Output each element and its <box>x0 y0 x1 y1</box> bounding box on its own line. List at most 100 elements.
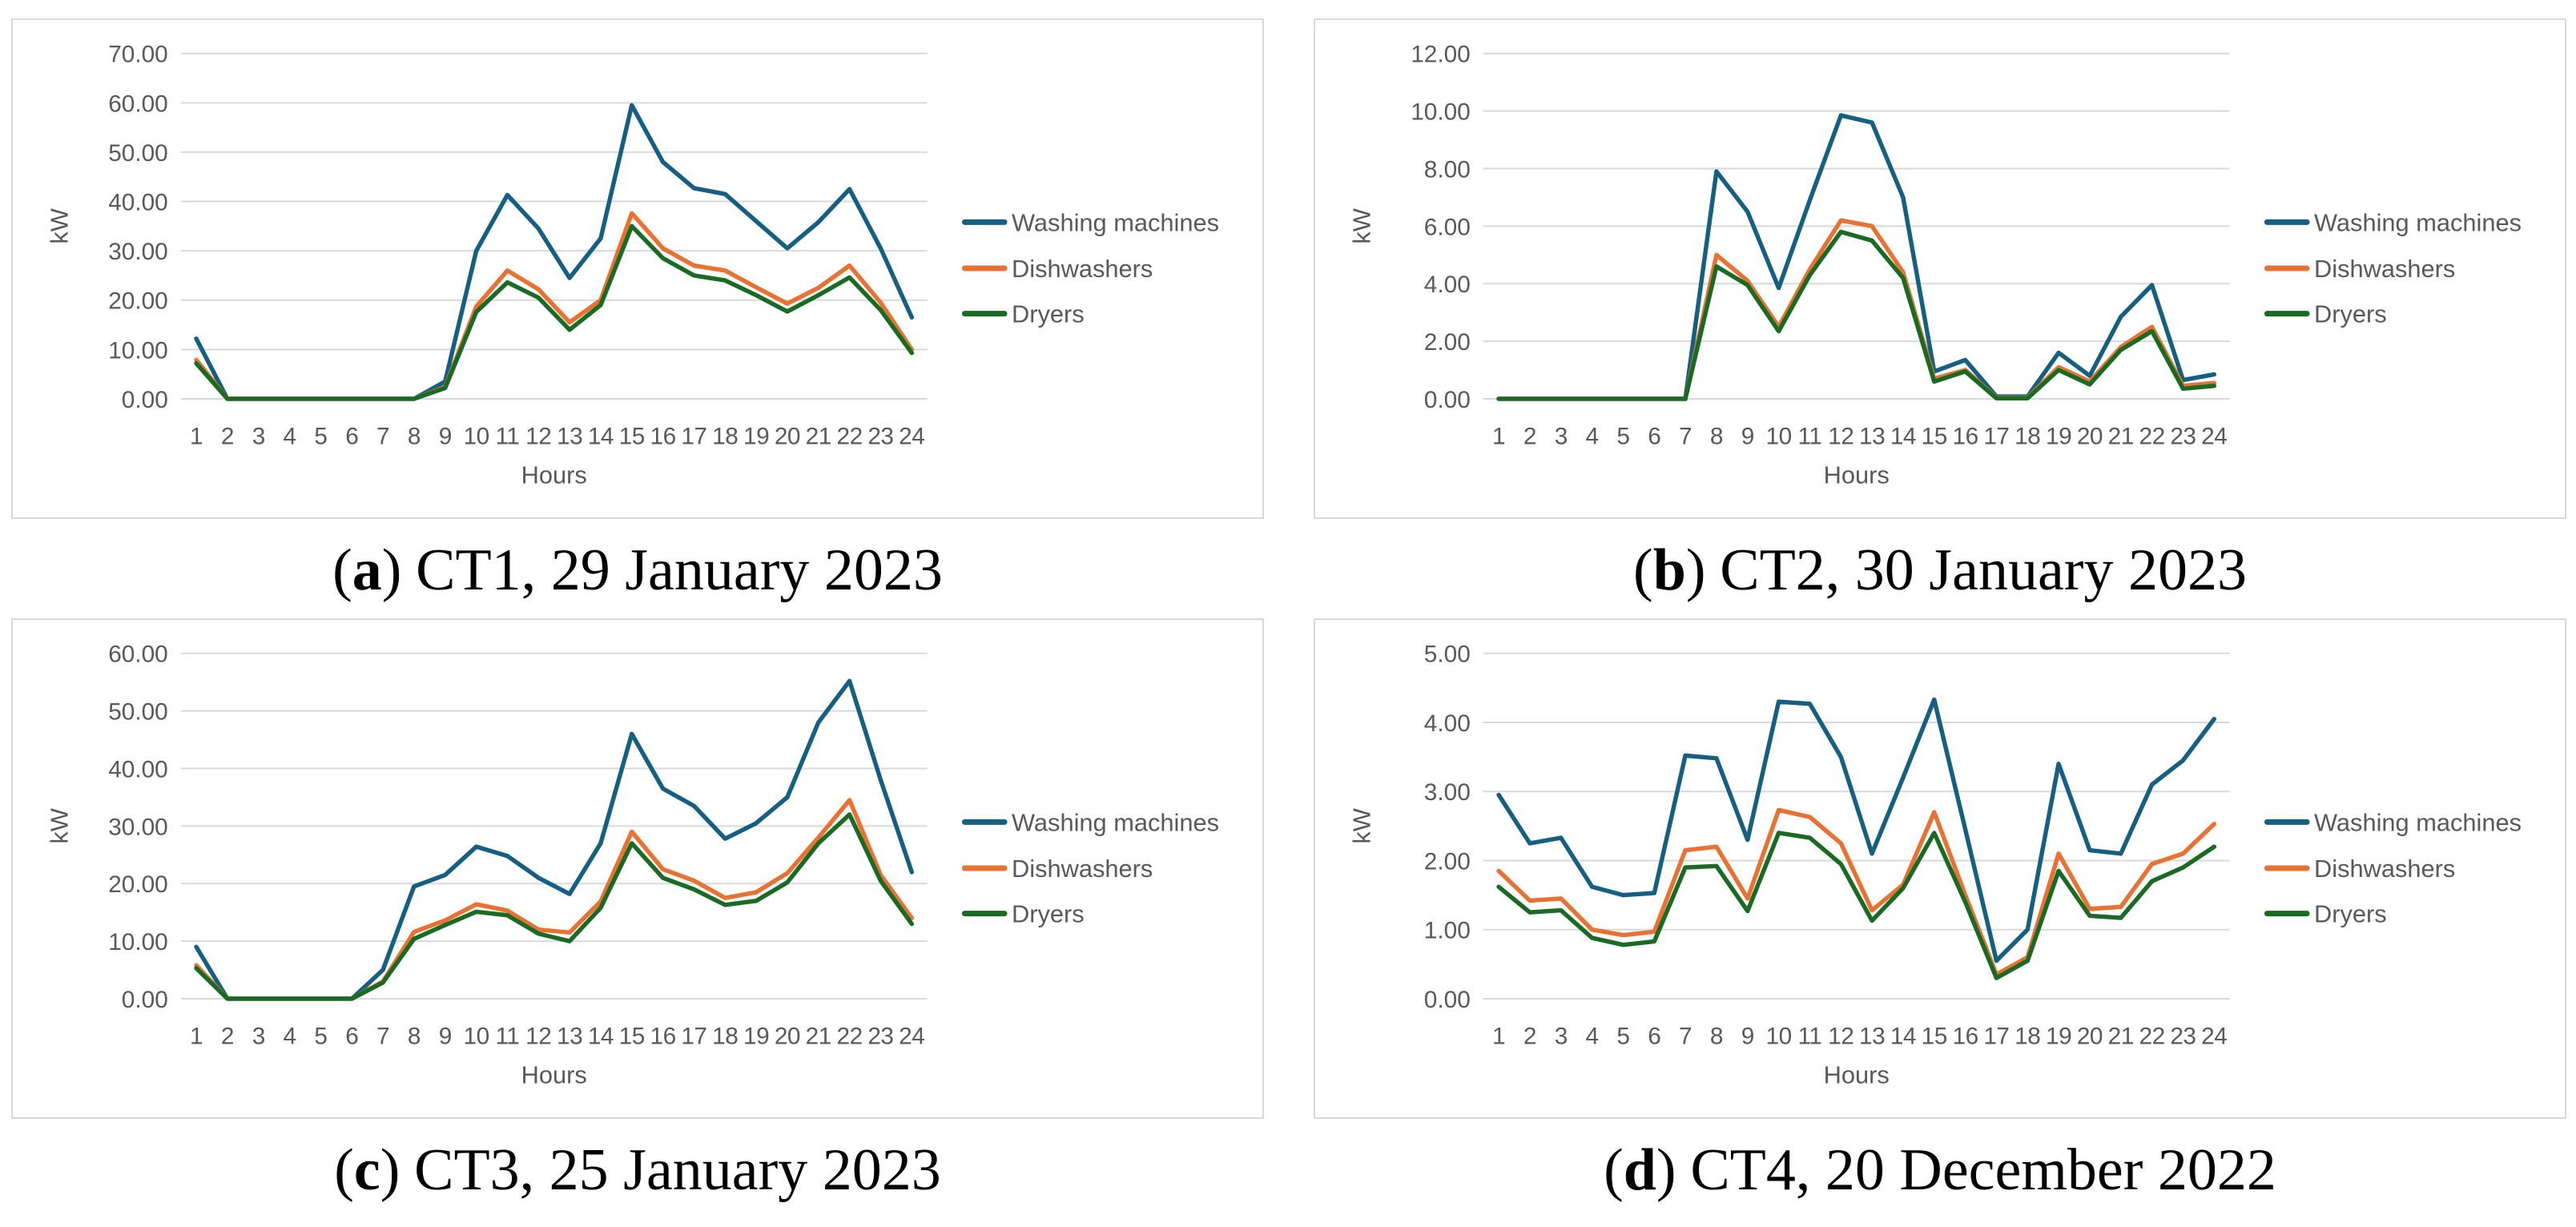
x-tick-label: 15 <box>619 424 645 450</box>
series-line-dishwashers <box>194 798 915 1001</box>
x-tick-label: 10 <box>464 1024 489 1050</box>
y-tick-label: 40.00 <box>108 756 168 782</box>
legend-label: Dishwashers <box>2314 255 2455 283</box>
y-tick-label: 10.00 <box>108 337 168 364</box>
caption-text: CT4, 20 December 2022 <box>1690 1137 2276 1203</box>
figure-caption-d: (d) CT4, 20 December 2022 <box>1314 1125 2566 1215</box>
chart-box-b: 0.00 2.00 4.00 6.00 8.00 10.00 12.00 1 2 3 4 5 6 7 8 9 1… <box>1314 18 2566 519</box>
x-tick-label: 8 <box>1710 1024 1723 1050</box>
series-line-washing-machines <box>1496 697 2217 963</box>
series-line-dryers <box>1496 831 2217 980</box>
y-tick-label: 70.00 <box>108 42 168 68</box>
y-tick-label: 0.00 <box>122 987 168 1013</box>
y-tick-label: 10.00 <box>108 929 168 955</box>
x-tick-label: 15 <box>1922 424 1947 450</box>
x-tick-label: 21 <box>806 424 831 450</box>
x-tick-label: 1 <box>1492 424 1505 450</box>
y-tick-label: 0.00 <box>1424 387 1471 413</box>
x-tick-label: 17 <box>1983 424 2009 450</box>
x-tick-label: 5 <box>314 424 327 450</box>
x-tick-label: 1 <box>1492 1024 1505 1050</box>
chart-box-a: 0.00 10.00 20.00 30.00 40.00 50.00 60.00 70.00 1… <box>11 18 1264 519</box>
x-tick-label: 19 <box>743 1024 769 1050</box>
caption-text: CT2, 30 January 2023 <box>1720 537 2247 603</box>
x-tick-label: 1 <box>190 424 203 450</box>
legend-label: Dryers <box>1012 300 1085 328</box>
x-tick-label: 5 <box>1616 1024 1629 1050</box>
series-line-dishwashers <box>194 211 915 401</box>
series-line-dryers <box>194 812 915 1001</box>
x-tick-label: 20 <box>2077 1024 2103 1050</box>
x-axis-title: Hours <box>521 461 587 489</box>
x-tick-label: 20 <box>775 424 800 450</box>
x-tick-label: 3 <box>1555 1024 1568 1050</box>
x-tick-label: 11 <box>495 424 519 450</box>
y-tick-label: 2.00 <box>1424 848 1471 875</box>
x-tick-label: 10 <box>1766 424 1792 450</box>
x-tick-label: 7 <box>376 424 389 450</box>
y-tick-label: 50.00 <box>108 140 168 167</box>
x-tick-label: 3 <box>1555 424 1568 450</box>
x-tick-label: 8 <box>1710 424 1723 450</box>
x-tick-label: 18 <box>712 424 738 450</box>
x-tick-label: 1 <box>190 1024 203 1050</box>
x-tick-label: 23 <box>867 1024 893 1050</box>
x-tick-label: 6 <box>1648 424 1660 450</box>
x-tick-label: 16 <box>1953 424 1978 450</box>
line-chart-ct1: 0.00 10.00 20.00 30.00 40.00 50.00 60.00 70.00 1… <box>46 42 1219 489</box>
legend-label: Dishwashers <box>1012 855 1153 883</box>
x-tick-label: 14 <box>1890 1024 1916 1050</box>
x-tick-label: 4 <box>284 1024 296 1050</box>
legend-label: Washing machines <box>2314 208 2522 236</box>
x-tick-label: 22 <box>837 424 863 450</box>
x-tick-label: 14 <box>588 1024 614 1050</box>
x-axis-title: Hours <box>521 1060 587 1088</box>
x-tick-label: 24 <box>2201 1024 2227 1050</box>
y-tick-label: 6.00 <box>1424 214 1471 240</box>
x-tick-label: 24 <box>899 424 924 450</box>
x-tick-label: 16 <box>650 424 676 450</box>
x-tick-label: 17 <box>681 424 706 450</box>
x-tick-label: 23 <box>2170 424 2196 450</box>
x-tick-label: 19 <box>743 424 769 450</box>
x-tick-label: 12 <box>525 1024 551 1050</box>
x-tick-label: 8 <box>408 1024 421 1050</box>
series-line-washing-machines <box>194 678 915 1001</box>
y-tick-label: 20.00 <box>108 871 168 898</box>
y-tick-label: 4.00 <box>1424 710 1471 737</box>
figure-caption-a: (a) CT1, 29 January 2023 <box>11 525 1264 615</box>
y-tick-label: 3.00 <box>1424 779 1471 806</box>
legend-label: Washing machines <box>1012 808 1219 836</box>
x-tick-label: 2 <box>221 1024 234 1050</box>
x-tick-label: 11 <box>1797 1024 1821 1050</box>
y-tick-label: 40.00 <box>108 189 168 215</box>
line-chart-ct4: 0.001.002.003.004.005.001 2 3 4 5 6 7 8 9 10 11 12 1… <box>1348 642 2522 1089</box>
figure-panel-b: 0.00 2.00 4.00 6.00 8.00 10.00 12.00 1 2 3 4 5 6 7 8 9 1… <box>1314 18 2566 615</box>
x-tick-label: 2 <box>221 424 234 450</box>
series-line-washing-machines <box>1496 113 2217 401</box>
y-axis-title: kW <box>1348 808 1376 843</box>
x-tick-label: 9 <box>1741 424 1754 450</box>
x-tick-label: 21 <box>806 1024 831 1050</box>
x-tick-label: 4 <box>1586 1024 1599 1050</box>
x-tick-label: 2 <box>1523 424 1536 450</box>
x-tick-label: 18 <box>2015 424 2040 450</box>
x-tick-label: 6 <box>345 1024 358 1050</box>
x-axis-title: Hours <box>1824 1060 1890 1088</box>
x-tick-label: 3 <box>252 1024 265 1050</box>
figure-panel-d: 0.00 1.00 2.00 3.00 4.00 5.00 1 2 3 4 5 6 7 8 9 10 11 12 1… <box>1314 618 2566 1215</box>
figure-caption-b: (b) CT2, 30 January 2023 <box>1314 525 2566 615</box>
x-tick-label: 5 <box>1616 424 1629 450</box>
legend-label: Dryers <box>2314 900 2387 928</box>
x-tick-label: 22 <box>837 1024 863 1050</box>
x-tick-label: 10 <box>1766 1024 1792 1050</box>
x-tick-label: 22 <box>2139 424 2165 450</box>
series-line-washing-machines <box>194 103 915 401</box>
x-tick-label: 8 <box>408 424 421 450</box>
caption-letter: (a) <box>332 537 402 603</box>
series-line-dishwashers <box>1496 218 2217 401</box>
x-tick-label: 16 <box>650 1024 676 1050</box>
x-tick-label: 20 <box>2077 424 2103 450</box>
